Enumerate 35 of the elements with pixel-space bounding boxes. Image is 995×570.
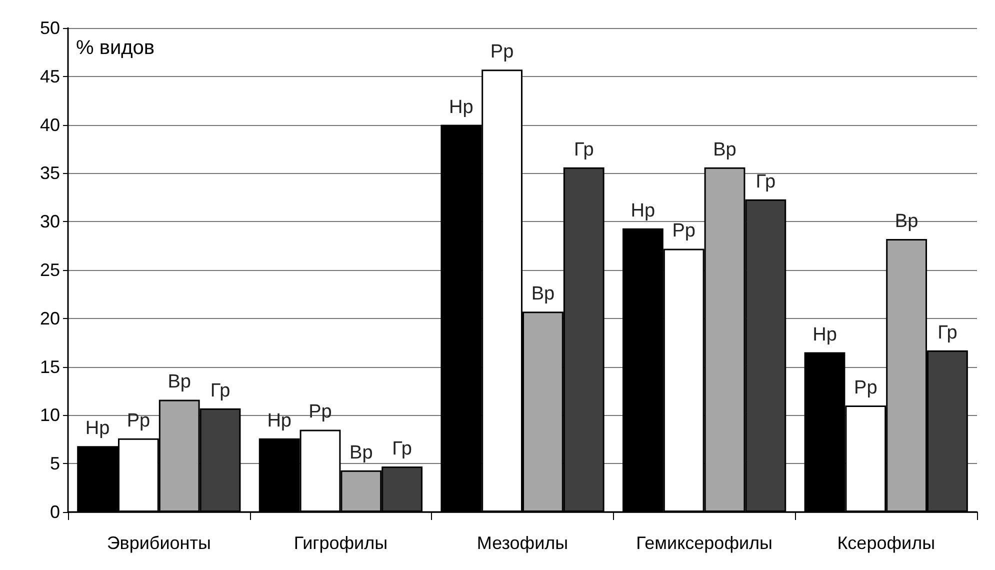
text: Рр: [490, 42, 514, 63]
x-tick-label: Гемиксерофилы: [636, 533, 773, 553]
text: Рр: [854, 378, 878, 399]
text: Нр: [267, 410, 292, 432]
y-tick-label: 15: [40, 356, 60, 377]
y-axis-title: % видов: [76, 37, 155, 59]
y-tick-label: 45: [40, 66, 60, 86]
text: Вр: [531, 284, 555, 305]
x-tick-label: Ксерофилы: [837, 533, 936, 553]
series-label: Вр: [168, 372, 191, 393]
x-tick-label: Эврибионты: [106, 533, 211, 553]
y-tick-label: 10: [40, 405, 60, 426]
text: Нр: [630, 200, 656, 222]
x-tick-label: Гигрофилы: [294, 533, 388, 553]
series-label: Рр: [126, 410, 150, 432]
text: Гр: [392, 438, 412, 460]
y-tick-label: 20: [40, 308, 60, 328]
text: Нр: [812, 324, 837, 346]
y-tick-label: 0: [50, 502, 60, 522]
series-label: Гр: [210, 380, 230, 402]
y-tick-label: 5: [50, 454, 60, 474]
text: Нр: [448, 96, 474, 118]
text: Гр: [938, 322, 958, 344]
text: Вр: [713, 139, 736, 160]
text: Гр: [756, 171, 776, 192]
series-label: Нр: [85, 418, 110, 440]
text: Рр: [672, 220, 696, 242]
y-tick-label: 25: [40, 260, 60, 280]
x-tick-label: Мезофилы: [476, 533, 568, 553]
text: Гр: [574, 139, 594, 160]
text: Вр: [350, 442, 373, 464]
y-tick-label: 35: [40, 163, 60, 184]
y-tick-label: 50: [40, 18, 60, 38]
y-tick-label: 30: [40, 212, 60, 232]
y-tick-label: 40: [40, 114, 60, 135]
